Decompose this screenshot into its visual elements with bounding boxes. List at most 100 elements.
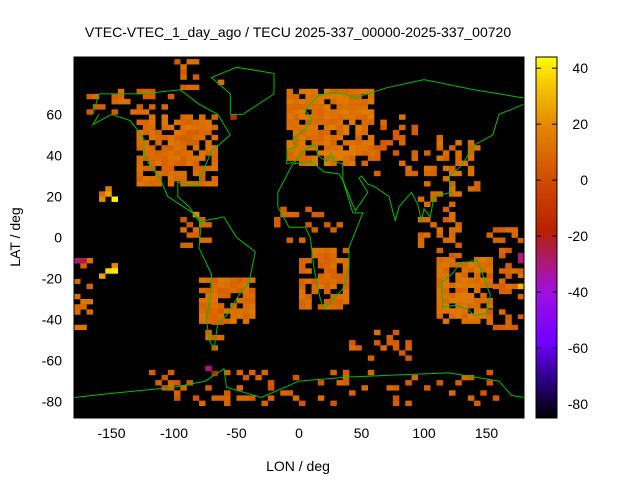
heatmap-cell bbox=[292, 99, 300, 105]
heatmap-cell bbox=[505, 283, 512, 290]
heatmap-cell bbox=[342, 299, 350, 305]
heatmap-cell bbox=[274, 222, 281, 228]
heatmap-cell bbox=[311, 129, 318, 136]
heatmap-cell bbox=[474, 186, 481, 192]
heatmap-cell bbox=[361, 140, 368, 146]
heatmap-cell bbox=[105, 191, 112, 197]
heatmap-cell bbox=[311, 104, 318, 110]
heatmap-cell bbox=[355, 114, 362, 120]
heatmap-cell bbox=[449, 298, 456, 304]
heatmap-cell bbox=[192, 170, 200, 177]
heatmap-cell bbox=[342, 273, 350, 279]
heatmap-cell bbox=[205, 313, 212, 319]
heatmap-cell bbox=[224, 369, 231, 376]
heatmap-cell bbox=[174, 129, 181, 136]
heatmap-cell bbox=[449, 181, 456, 187]
heatmap-cell bbox=[249, 277, 256, 283]
heatmap-cell bbox=[517, 283, 525, 290]
heatmap-cell bbox=[192, 155, 200, 161]
heatmap-cell bbox=[436, 303, 443, 309]
heatmap-cell bbox=[136, 104, 143, 110]
heatmap-cell bbox=[342, 88, 350, 95]
heatmap-cell bbox=[386, 340, 393, 346]
y-tick-label: -80 bbox=[42, 394, 62, 410]
heatmap-cell bbox=[299, 99, 306, 105]
heatmap-cell bbox=[192, 134, 200, 141]
heatmap-cell bbox=[205, 140, 212, 146]
heatmap-cell bbox=[80, 263, 87, 269]
heatmap-cell bbox=[217, 334, 225, 341]
heatmap-cell bbox=[286, 390, 293, 396]
heatmap-cell bbox=[305, 93, 312, 100]
heatmap-cell bbox=[292, 134, 300, 141]
heatmap-cell bbox=[249, 298, 256, 304]
heatmap-cell bbox=[430, 191, 437, 197]
heatmap-cell bbox=[236, 282, 243, 288]
heatmap-cell bbox=[392, 395, 400, 401]
x-tick-label: -100 bbox=[160, 425, 188, 441]
coastline bbox=[286, 79, 525, 164]
heatmap-cell bbox=[211, 319, 218, 325]
heatmap-cell bbox=[299, 134, 306, 141]
heatmap-cell bbox=[455, 160, 462, 166]
heatmap-cell bbox=[224, 390, 231, 396]
heatmap-cell bbox=[449, 227, 456, 233]
heatmap-cell bbox=[436, 145, 443, 151]
heatmap-cell bbox=[299, 400, 306, 406]
heatmap-cell bbox=[142, 129, 150, 136]
heatmap-cell bbox=[174, 150, 181, 156]
heatmap-cell bbox=[205, 385, 212, 391]
heatmap-cell bbox=[311, 155, 318, 161]
heatmap-cell bbox=[74, 304, 81, 310]
heatmap-cell bbox=[242, 303, 250, 309]
x-tick-label: 0 bbox=[295, 425, 303, 441]
heatmap-cell bbox=[286, 99, 293, 105]
heatmap-cell bbox=[311, 227, 318, 233]
heatmap-cell bbox=[330, 99, 337, 105]
heatmap-cell bbox=[449, 191, 456, 197]
heatmap-cell bbox=[517, 237, 525, 243]
heatmap-cell bbox=[167, 165, 175, 172]
heatmap-cell bbox=[205, 318, 212, 324]
heatmap-cell bbox=[461, 267, 468, 273]
heatmap-cell bbox=[505, 227, 512, 233]
heatmap-cell bbox=[449, 292, 456, 299]
heatmap-cell bbox=[117, 88, 125, 95]
heatmap-cell bbox=[455, 155, 462, 161]
coastline bbox=[286, 103, 525, 222]
heatmap-cell bbox=[480, 277, 487, 283]
heatmap-cell bbox=[317, 304, 325, 310]
heatmap-cell bbox=[192, 395, 200, 401]
heatmap-cell bbox=[211, 160, 218, 166]
heatmap-cell bbox=[199, 222, 206, 228]
heatmap-cell bbox=[355, 99, 362, 105]
heatmap-cell bbox=[317, 134, 325, 141]
heatmap-cell bbox=[180, 150, 187, 156]
heatmap-cell bbox=[324, 129, 331, 136]
heatmap-cell bbox=[449, 145, 456, 151]
heatmap-cell bbox=[180, 84, 187, 91]
heatmap-cell bbox=[336, 278, 343, 284]
heatmap-cell bbox=[217, 395, 225, 401]
heatmap-cell bbox=[436, 227, 443, 233]
heatmap-cell bbox=[211, 165, 218, 172]
heatmap-cell bbox=[436, 191, 443, 197]
heatmap-cell bbox=[449, 211, 456, 218]
heatmap-cell bbox=[236, 287, 243, 294]
heatmap-cell bbox=[317, 263, 325, 269]
heatmap-cell bbox=[167, 380, 175, 386]
heatmap-cell bbox=[136, 176, 143, 182]
heatmap-cell bbox=[374, 150, 381, 156]
heatmap-cell bbox=[161, 150, 168, 156]
heatmap-cell bbox=[136, 165, 143, 172]
heatmap-cell bbox=[486, 282, 493, 288]
heatmap-cell bbox=[236, 277, 243, 283]
heatmap-cell bbox=[92, 93, 100, 100]
heatmap-cell bbox=[180, 160, 187, 166]
heatmap-cell bbox=[167, 140, 175, 146]
heatmap-cell bbox=[442, 262, 450, 268]
heatmap-cell bbox=[392, 385, 400, 391]
heatmap-cell bbox=[455, 287, 462, 294]
heatmap-cell bbox=[180, 170, 187, 177]
heatmap-cell bbox=[192, 232, 200, 238]
